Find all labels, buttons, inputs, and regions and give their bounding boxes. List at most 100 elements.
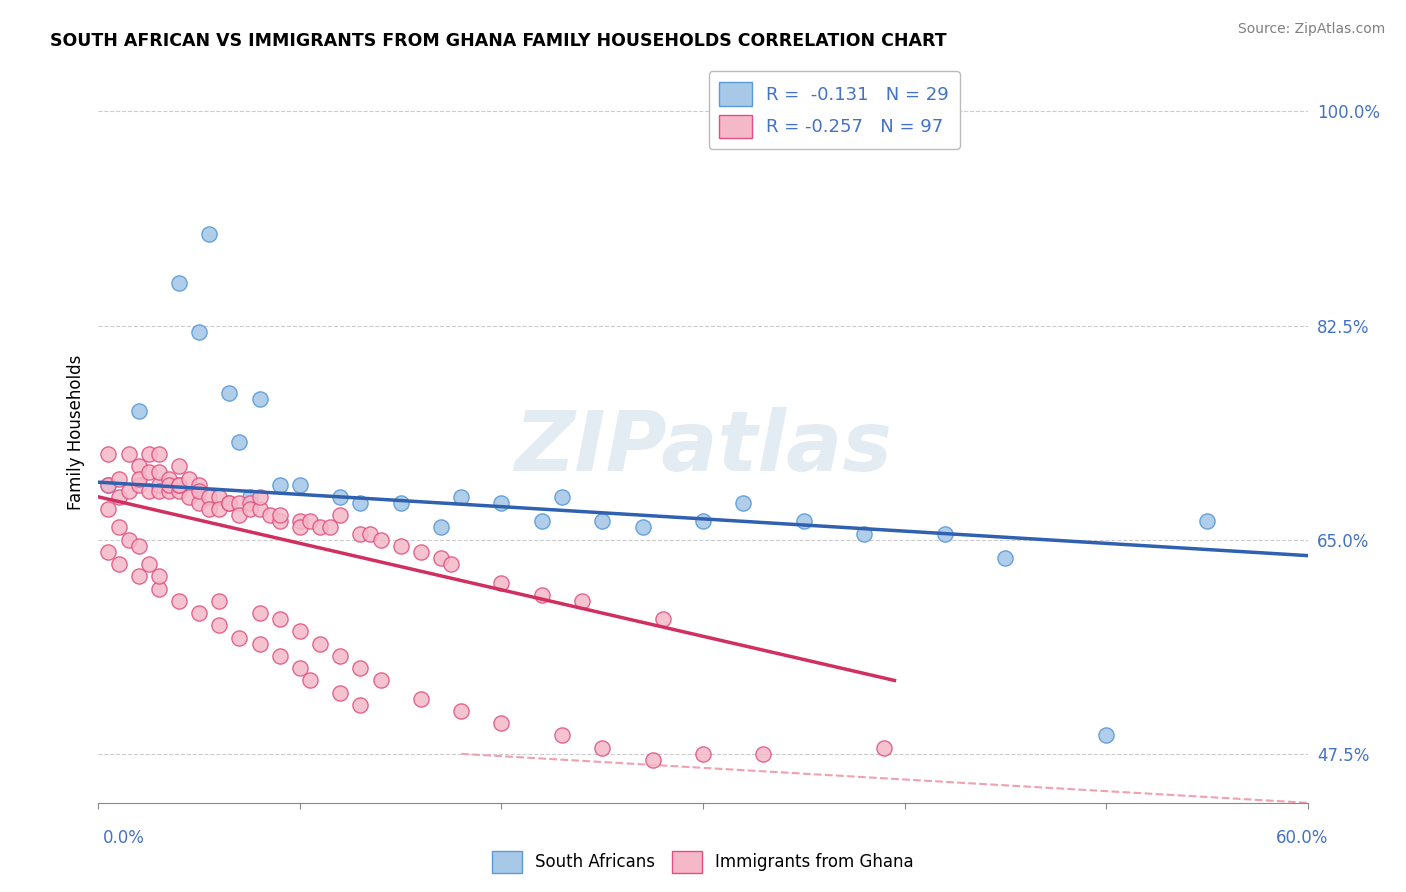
Text: 0.0%: 0.0% — [103, 829, 145, 847]
Point — [409, 545, 432, 559]
Point — [692, 514, 714, 528]
Point — [309, 520, 332, 534]
Point — [329, 648, 352, 663]
Point — [208, 490, 231, 504]
Point — [128, 539, 150, 553]
Point — [138, 466, 160, 480]
Point — [167, 276, 190, 290]
Point — [249, 490, 271, 504]
Point — [118, 483, 141, 498]
Point — [319, 520, 342, 534]
Point — [491, 716, 513, 731]
Point — [167, 483, 190, 498]
Point — [430, 551, 453, 566]
Point — [631, 520, 654, 534]
Point — [329, 508, 352, 523]
Point — [288, 514, 311, 528]
Point — [349, 526, 371, 541]
Point — [249, 502, 271, 516]
Point — [107, 490, 129, 504]
Text: SOUTH AFRICAN VS IMMIGRANTS FROM GHANA FAMILY HOUSEHOLDS CORRELATION CHART: SOUTH AFRICAN VS IMMIGRANTS FROM GHANA F… — [51, 32, 946, 50]
Point — [259, 508, 281, 523]
Point — [218, 496, 240, 510]
Point — [138, 557, 160, 571]
Point — [218, 385, 240, 400]
Point — [530, 514, 553, 528]
Point — [128, 404, 150, 418]
Legend: R =  -0.131   N = 29, R = -0.257   N = 97: R = -0.131 N = 29, R = -0.257 N = 97 — [709, 71, 960, 149]
Point — [128, 471, 150, 485]
Point — [370, 673, 392, 688]
Point — [218, 496, 240, 510]
Point — [148, 477, 170, 491]
Point — [733, 496, 755, 510]
Legend: South Africans, Immigrants from Ghana: South Africans, Immigrants from Ghana — [485, 845, 921, 880]
Point — [167, 477, 190, 491]
Point — [239, 490, 262, 504]
Point — [188, 496, 211, 510]
Point — [148, 569, 170, 583]
Point — [148, 582, 170, 596]
Point — [440, 557, 463, 571]
Point — [97, 447, 120, 461]
Point — [167, 477, 190, 491]
Point — [530, 588, 553, 602]
Point — [167, 459, 190, 474]
Point — [148, 466, 170, 480]
Point — [329, 490, 352, 504]
Point — [651, 612, 673, 626]
Point — [389, 539, 412, 553]
Point — [138, 447, 160, 461]
Point — [360, 526, 382, 541]
Point — [188, 483, 211, 498]
Point — [269, 477, 291, 491]
Point — [551, 490, 574, 504]
Point — [370, 533, 392, 547]
Point — [450, 490, 472, 504]
Point — [491, 496, 513, 510]
Point — [389, 496, 412, 510]
Point — [179, 471, 201, 485]
Point — [269, 612, 291, 626]
Point — [198, 227, 221, 241]
Point — [107, 557, 129, 571]
Point — [288, 520, 311, 534]
Point — [349, 661, 371, 675]
Point — [994, 551, 1017, 566]
Text: Source: ZipAtlas.com: Source: ZipAtlas.com — [1237, 22, 1385, 37]
Point — [491, 575, 513, 590]
Point — [198, 502, 221, 516]
Point — [198, 490, 221, 504]
Point — [118, 447, 141, 461]
Point — [179, 490, 201, 504]
Point — [157, 471, 180, 485]
Point — [551, 729, 574, 743]
Point — [128, 459, 150, 474]
Point — [571, 594, 593, 608]
Point — [873, 740, 896, 755]
Point — [299, 673, 322, 688]
Point — [239, 502, 262, 516]
Point — [409, 691, 432, 706]
Point — [349, 698, 371, 712]
Point — [128, 569, 150, 583]
Point — [249, 637, 271, 651]
Point — [138, 483, 160, 498]
Point — [239, 496, 262, 510]
Point — [269, 514, 291, 528]
Point — [641, 753, 664, 767]
Point — [157, 477, 180, 491]
Point — [269, 648, 291, 663]
Point — [591, 740, 613, 755]
Point — [692, 747, 714, 761]
Point — [167, 594, 190, 608]
Point — [107, 520, 129, 534]
Point — [97, 502, 120, 516]
Point — [188, 325, 211, 339]
Point — [148, 447, 170, 461]
Point — [228, 496, 250, 510]
Point — [430, 520, 453, 534]
Point — [934, 526, 956, 541]
Point — [208, 502, 231, 516]
Point — [148, 483, 170, 498]
